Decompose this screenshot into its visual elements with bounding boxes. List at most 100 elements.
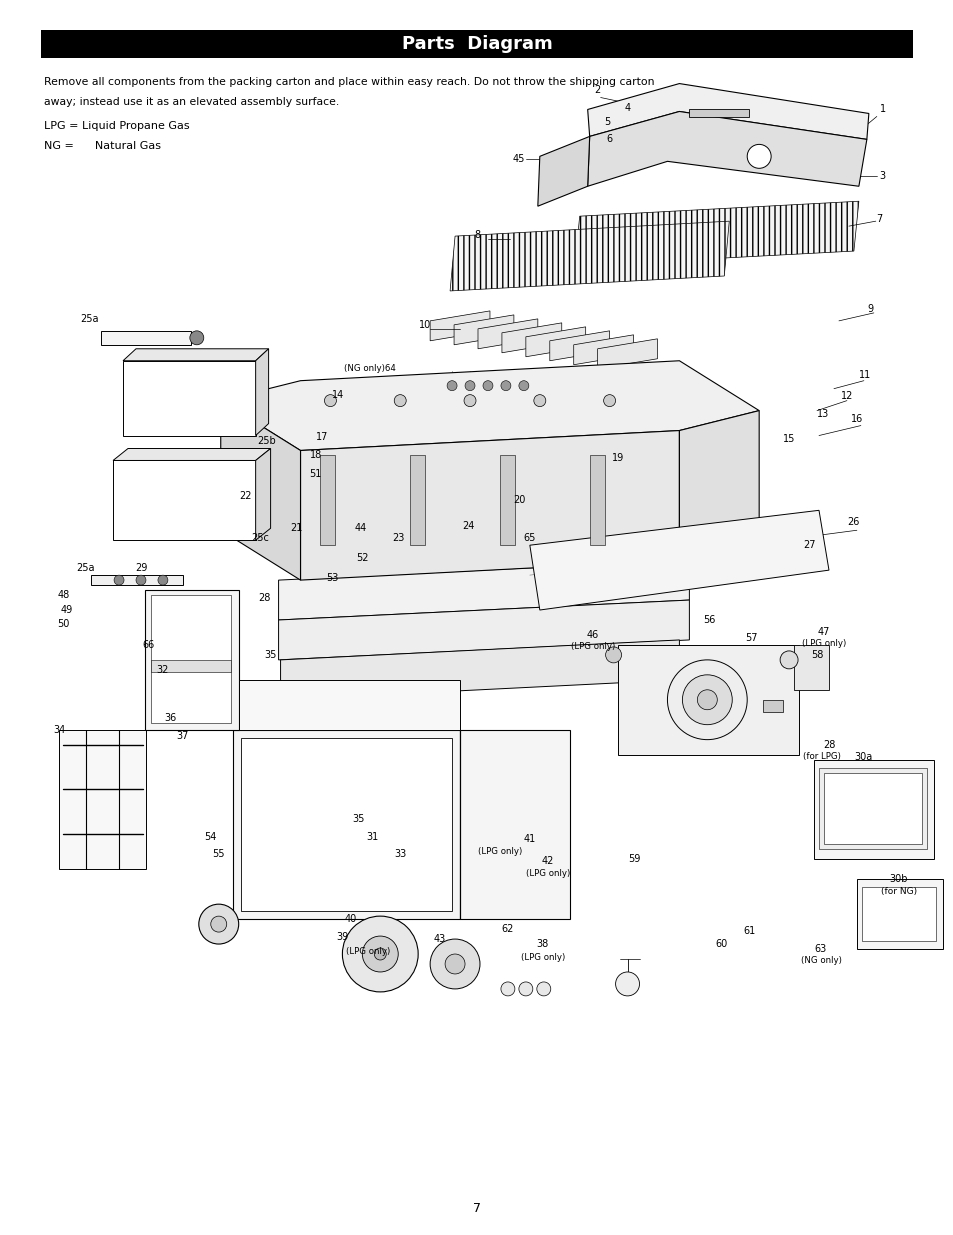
Text: 57: 57 (744, 634, 757, 643)
Text: 47: 47 (817, 627, 829, 637)
Text: 17: 17 (316, 431, 328, 442)
Text: 5: 5 (604, 117, 610, 127)
Text: 36: 36 (165, 713, 177, 722)
Polygon shape (278, 600, 689, 659)
Text: 35: 35 (352, 814, 364, 825)
Text: 60: 60 (715, 939, 726, 948)
Polygon shape (255, 348, 269, 436)
Text: (NG only)64: (NG only)64 (344, 364, 395, 373)
Circle shape (482, 380, 493, 390)
Text: 22: 22 (239, 492, 252, 501)
Text: 2: 2 (594, 84, 600, 95)
Text: 1: 1 (879, 105, 885, 115)
Polygon shape (597, 338, 657, 369)
Polygon shape (454, 315, 514, 345)
Circle shape (198, 904, 238, 944)
Text: 15: 15 (782, 433, 795, 443)
Text: 49: 49 (60, 605, 72, 615)
Circle shape (605, 647, 621, 663)
Text: 25b: 25b (257, 436, 275, 446)
Text: 35: 35 (264, 650, 276, 659)
Polygon shape (280, 640, 679, 700)
Text: (for LPG): (for LPG) (802, 752, 840, 761)
Circle shape (746, 144, 770, 168)
Circle shape (158, 576, 168, 585)
Text: 20: 20 (513, 495, 525, 505)
Text: 39: 39 (335, 932, 348, 942)
Bar (793, 645, 828, 690)
Circle shape (518, 380, 528, 390)
Text: (for NG): (for NG) (880, 887, 916, 895)
Circle shape (681, 674, 732, 725)
Text: 25c: 25c (252, 534, 270, 543)
Text: (LPG only): (LPG only) (346, 946, 390, 956)
Circle shape (500, 982, 515, 995)
Text: 34: 34 (53, 725, 65, 735)
Text: LPG = Liquid Propane Gas: LPG = Liquid Propane Gas (44, 121, 190, 131)
Circle shape (537, 982, 550, 995)
Bar (151, 659, 231, 672)
Text: 44: 44 (354, 524, 366, 534)
Circle shape (374, 948, 386, 960)
Polygon shape (113, 448, 271, 461)
Text: 29: 29 (134, 563, 147, 573)
Text: 42: 42 (541, 856, 554, 866)
Polygon shape (113, 461, 255, 540)
Polygon shape (220, 361, 759, 451)
Text: 21: 21 (290, 524, 302, 534)
Bar (589, 456, 604, 545)
Polygon shape (574, 201, 858, 266)
Circle shape (463, 395, 476, 406)
Text: 7: 7 (875, 214, 881, 225)
Bar (689, 110, 748, 117)
Polygon shape (430, 311, 490, 341)
Circle shape (190, 331, 204, 345)
Text: 46: 46 (586, 630, 598, 640)
Circle shape (362, 936, 397, 972)
Polygon shape (233, 730, 459, 919)
Text: 59: 59 (628, 855, 640, 864)
Polygon shape (813, 760, 933, 860)
Circle shape (697, 690, 717, 710)
Polygon shape (300, 431, 679, 580)
Text: 43: 43 (434, 934, 446, 944)
Bar (320, 456, 335, 545)
Circle shape (534, 395, 545, 406)
Circle shape (447, 380, 456, 390)
Text: 65: 65 (523, 534, 536, 543)
Text: 16: 16 (850, 414, 862, 424)
Text: Parts  Diagram: Parts Diagram (401, 35, 552, 53)
Bar (499, 456, 515, 545)
Text: (LPG only): (LPG only) (520, 952, 564, 962)
Circle shape (114, 576, 124, 585)
Polygon shape (220, 400, 300, 580)
Text: 38: 38 (537, 939, 548, 948)
Polygon shape (450, 221, 728, 291)
Bar (101, 331, 191, 345)
Text: (LPG only): (LPG only) (525, 868, 569, 878)
Text: 27: 27 (801, 540, 815, 551)
Text: 61: 61 (742, 926, 755, 936)
Polygon shape (537, 136, 589, 206)
Bar (818, 768, 925, 850)
Circle shape (603, 395, 615, 406)
Bar (823, 773, 921, 845)
Polygon shape (240, 737, 452, 911)
Text: away; instead use it as an elevated assembly surface.: away; instead use it as an elevated asse… (44, 96, 339, 106)
Text: (LPG only): (LPG only) (570, 642, 614, 651)
Text: 33: 33 (394, 850, 406, 860)
Text: 26: 26 (847, 517, 860, 527)
Text: 11: 11 (858, 369, 870, 379)
Polygon shape (856, 879, 942, 948)
Text: 4: 4 (624, 104, 630, 114)
Polygon shape (587, 111, 866, 186)
Text: 50: 50 (57, 619, 70, 629)
Text: 6: 6 (606, 135, 612, 144)
Bar (41, 30, 912, 58)
Text: 12: 12 (840, 390, 852, 400)
Polygon shape (123, 348, 269, 361)
Text: 30b: 30b (888, 874, 907, 884)
Text: 18: 18 (310, 451, 322, 461)
Polygon shape (587, 84, 868, 140)
Polygon shape (278, 561, 689, 620)
